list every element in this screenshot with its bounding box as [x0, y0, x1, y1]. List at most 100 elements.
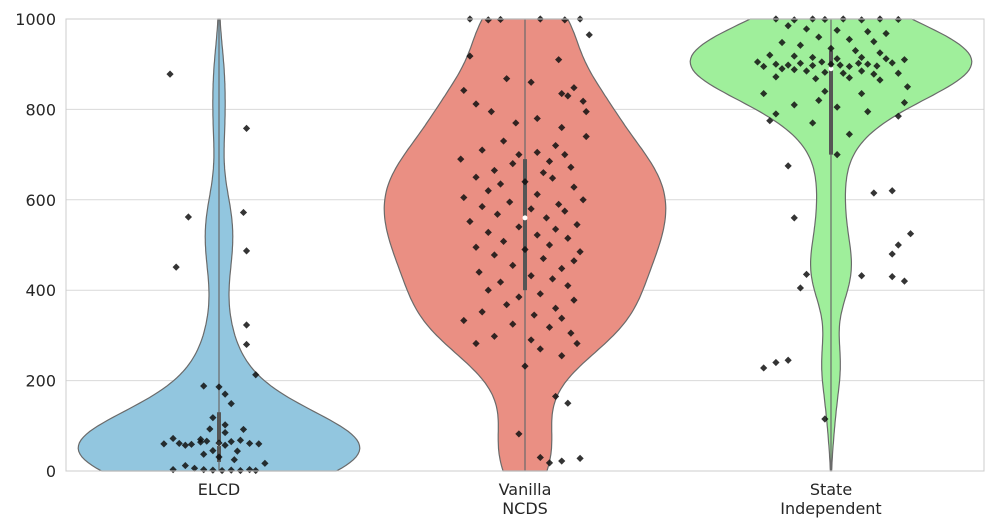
- plot-frame: [65, 18, 985, 472]
- data-point: [815, 96, 823, 104]
- data-point: [760, 89, 768, 98]
- data-point: [900, 99, 909, 107]
- y-tick-label: 800: [25, 100, 56, 119]
- data-point: [227, 400, 235, 408]
- data-point: [796, 284, 804, 292]
- data-point: [802, 25, 811, 33]
- data-point: [533, 148, 541, 156]
- data-point: [870, 38, 878, 46]
- x-category-label: Vanilla NCDS: [499, 480, 552, 518]
- data-point: [466, 217, 474, 226]
- x-category-label: ELCD: [198, 480, 241, 499]
- data-point: [873, 62, 881, 70]
- data-point: [558, 352, 566, 360]
- data-point: [579, 97, 587, 105]
- data-point: [536, 345, 544, 353]
- data-point: [533, 114, 541, 123]
- data-point: [564, 92, 572, 100]
- data-point: [233, 447, 241, 455]
- data-point: [490, 251, 498, 259]
- data-point: [466, 52, 474, 60]
- data-point: [539, 169, 547, 177]
- data-point: [527, 78, 535, 86]
- data-point: [839, 69, 847, 77]
- data-point: [833, 151, 841, 159]
- data-point: [585, 31, 593, 39]
- data-point: [484, 286, 492, 294]
- data-point: [496, 180, 505, 188]
- data-point: [460, 86, 468, 95]
- data-point: [561, 151, 569, 159]
- data-point: [802, 270, 811, 278]
- data-point: [821, 415, 829, 423]
- data-point: [760, 62, 768, 71]
- data-point: [858, 272, 866, 280]
- data-point: [894, 69, 902, 77]
- data-point: [509, 261, 517, 269]
- data-point: [190, 464, 199, 472]
- data-point: [200, 450, 208, 458]
- data-point: [558, 457, 566, 465]
- data-point: [760, 364, 768, 372]
- data-point: [864, 108, 872, 116]
- data-point: [475, 268, 483, 276]
- violin-quartile-box: [829, 50, 833, 155]
- data-point: [499, 137, 508, 145]
- data-point: [527, 272, 535, 280]
- data-point: [472, 339, 480, 348]
- data-point: [536, 453, 544, 462]
- data-point: [766, 117, 774, 125]
- data-point: [509, 160, 517, 168]
- data-point: [888, 187, 896, 195]
- data-point: [894, 112, 902, 120]
- data-point: [555, 200, 563, 208]
- data-point: [851, 47, 860, 55]
- data-point: [472, 173, 480, 181]
- data-point: [567, 329, 575, 337]
- data-point: [515, 223, 523, 231]
- data-point: [888, 273, 896, 281]
- data-point: [845, 74, 853, 82]
- data-point: [582, 108, 590, 116]
- data-point: [460, 316, 468, 325]
- data-point: [558, 89, 566, 98]
- data-point: [576, 454, 584, 462]
- data-point: [570, 183, 578, 191]
- y-tick-label: 600: [25, 191, 56, 210]
- data-point: [209, 414, 217, 422]
- data-point: [821, 87, 829, 95]
- data-point: [255, 440, 263, 448]
- data-point: [576, 248, 584, 256]
- data-point: [772, 358, 780, 367]
- data-point: [478, 202, 486, 211]
- data-point: [858, 67, 866, 75]
- data-point: [472, 100, 480, 108]
- data-point: [778, 38, 786, 47]
- data-point: [515, 430, 523, 438]
- data-point: [539, 254, 547, 263]
- data-point: [242, 124, 251, 132]
- violin-quartile-box: [217, 412, 221, 462]
- data-point: [784, 356, 792, 364]
- data-point: [478, 308, 486, 316]
- data-point: [552, 141, 560, 150]
- data-point: [184, 213, 192, 221]
- data-point: [227, 438, 235, 446]
- data-point: [175, 439, 183, 448]
- data-point: [570, 84, 578, 92]
- data-point: [784, 61, 792, 69]
- data-point: [515, 151, 523, 159]
- data-point: [166, 70, 174, 78]
- data-point: [527, 205, 535, 213]
- data-point: [503, 301, 511, 309]
- data-point: [221, 428, 229, 437]
- data-point: [484, 187, 492, 195]
- data-point: [818, 58, 826, 66]
- data-point: [561, 16, 569, 24]
- data-point: [197, 438, 205, 446]
- data-point: [169, 434, 177, 443]
- data-point: [239, 425, 248, 434]
- data-point: [573, 339, 581, 348]
- data-point: [809, 119, 817, 127]
- data-point: [836, 61, 844, 69]
